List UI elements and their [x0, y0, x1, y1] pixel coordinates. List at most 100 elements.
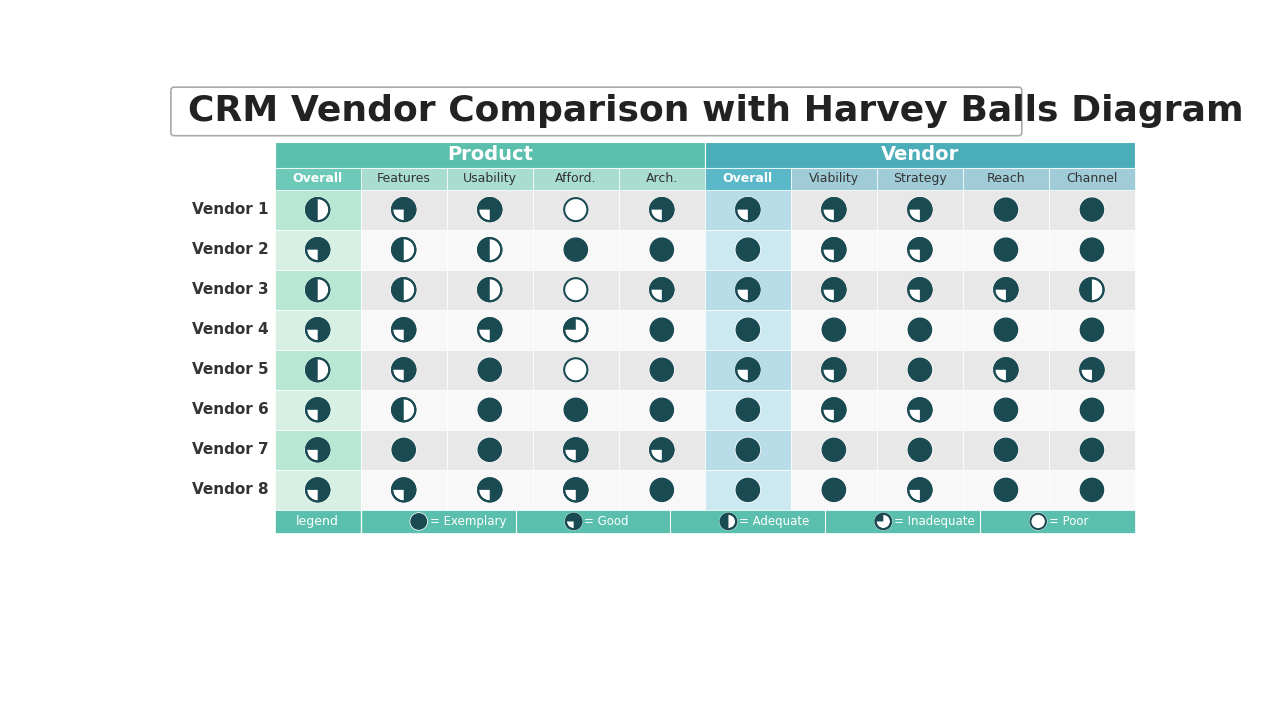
Circle shape [736, 318, 760, 342]
FancyBboxPatch shape [275, 168, 361, 189]
FancyBboxPatch shape [275, 390, 361, 430]
Circle shape [736, 397, 760, 422]
Circle shape [1029, 513, 1047, 530]
Text: Overall: Overall [723, 172, 773, 185]
Circle shape [909, 398, 932, 421]
Wedge shape [306, 398, 329, 421]
FancyBboxPatch shape [877, 350, 963, 390]
Circle shape [736, 277, 760, 302]
FancyBboxPatch shape [447, 350, 532, 390]
FancyBboxPatch shape [705, 230, 791, 270]
Circle shape [1079, 238, 1105, 262]
Wedge shape [392, 318, 416, 341]
Circle shape [650, 238, 673, 261]
Circle shape [563, 357, 589, 382]
FancyBboxPatch shape [361, 270, 447, 310]
FancyBboxPatch shape [877, 230, 963, 270]
FancyBboxPatch shape [791, 430, 877, 470]
Circle shape [1079, 357, 1105, 382]
Circle shape [822, 238, 846, 262]
Circle shape [649, 197, 675, 222]
Circle shape [1079, 477, 1105, 503]
Circle shape [564, 398, 588, 421]
Circle shape [392, 477, 416, 503]
Circle shape [479, 198, 502, 221]
Text: = Inadequate: = Inadequate [895, 515, 975, 528]
Circle shape [564, 278, 588, 301]
Circle shape [306, 318, 330, 342]
Wedge shape [822, 238, 846, 261]
Circle shape [392, 318, 416, 341]
Circle shape [306, 278, 329, 301]
Circle shape [306, 397, 330, 422]
Circle shape [563, 197, 589, 222]
Circle shape [736, 357, 760, 382]
Circle shape [392, 238, 416, 261]
Circle shape [564, 438, 588, 462]
FancyBboxPatch shape [705, 350, 791, 390]
Circle shape [479, 478, 502, 501]
Wedge shape [650, 198, 673, 221]
FancyBboxPatch shape [963, 390, 1048, 430]
Circle shape [908, 438, 932, 462]
Circle shape [736, 238, 759, 261]
Text: = Poor: = Poor [1050, 515, 1088, 528]
FancyBboxPatch shape [447, 430, 532, 470]
Circle shape [392, 478, 416, 501]
FancyBboxPatch shape [618, 390, 705, 430]
Circle shape [564, 238, 588, 261]
Wedge shape [564, 438, 588, 462]
Circle shape [736, 278, 759, 301]
Circle shape [1080, 198, 1103, 221]
Text: Arch.: Arch. [645, 172, 678, 185]
FancyBboxPatch shape [1048, 390, 1135, 430]
Circle shape [993, 277, 1019, 302]
Wedge shape [995, 359, 1018, 382]
Circle shape [736, 198, 759, 221]
Circle shape [995, 238, 1018, 261]
Circle shape [909, 359, 932, 382]
Wedge shape [479, 478, 502, 501]
Circle shape [908, 397, 932, 422]
Text: Vendor 8: Vendor 8 [192, 482, 269, 498]
Circle shape [995, 359, 1018, 382]
Circle shape [479, 438, 502, 462]
FancyBboxPatch shape [447, 270, 532, 310]
Circle shape [736, 438, 760, 462]
Circle shape [876, 514, 891, 529]
Circle shape [392, 398, 416, 421]
Circle shape [479, 238, 502, 261]
Circle shape [477, 197, 502, 222]
Circle shape [649, 438, 675, 462]
FancyBboxPatch shape [1048, 470, 1135, 510]
Wedge shape [650, 438, 673, 462]
Wedge shape [566, 514, 581, 529]
Text: Product: Product [447, 145, 532, 164]
Wedge shape [1080, 278, 1092, 301]
Wedge shape [479, 278, 490, 301]
Text: = Adequate: = Adequate [740, 515, 810, 528]
Wedge shape [876, 514, 883, 521]
FancyBboxPatch shape [705, 142, 1135, 168]
Text: Vendor 5: Vendor 5 [192, 362, 269, 377]
Circle shape [650, 318, 673, 341]
Circle shape [306, 438, 329, 462]
Circle shape [392, 397, 416, 422]
Circle shape [736, 238, 760, 262]
Text: Features: Features [376, 172, 430, 185]
Circle shape [909, 438, 932, 462]
Text: = Good: = Good [585, 515, 628, 528]
FancyBboxPatch shape [791, 310, 877, 350]
Circle shape [1080, 438, 1103, 462]
Circle shape [392, 278, 416, 301]
Circle shape [995, 398, 1018, 421]
FancyBboxPatch shape [963, 470, 1048, 510]
FancyBboxPatch shape [877, 310, 963, 350]
FancyBboxPatch shape [532, 430, 618, 470]
Circle shape [477, 318, 502, 342]
Circle shape [822, 397, 846, 422]
Circle shape [479, 278, 502, 301]
Text: Vendor 1: Vendor 1 [192, 202, 269, 217]
Text: Viability: Viability [809, 172, 859, 185]
Circle shape [1030, 514, 1046, 529]
